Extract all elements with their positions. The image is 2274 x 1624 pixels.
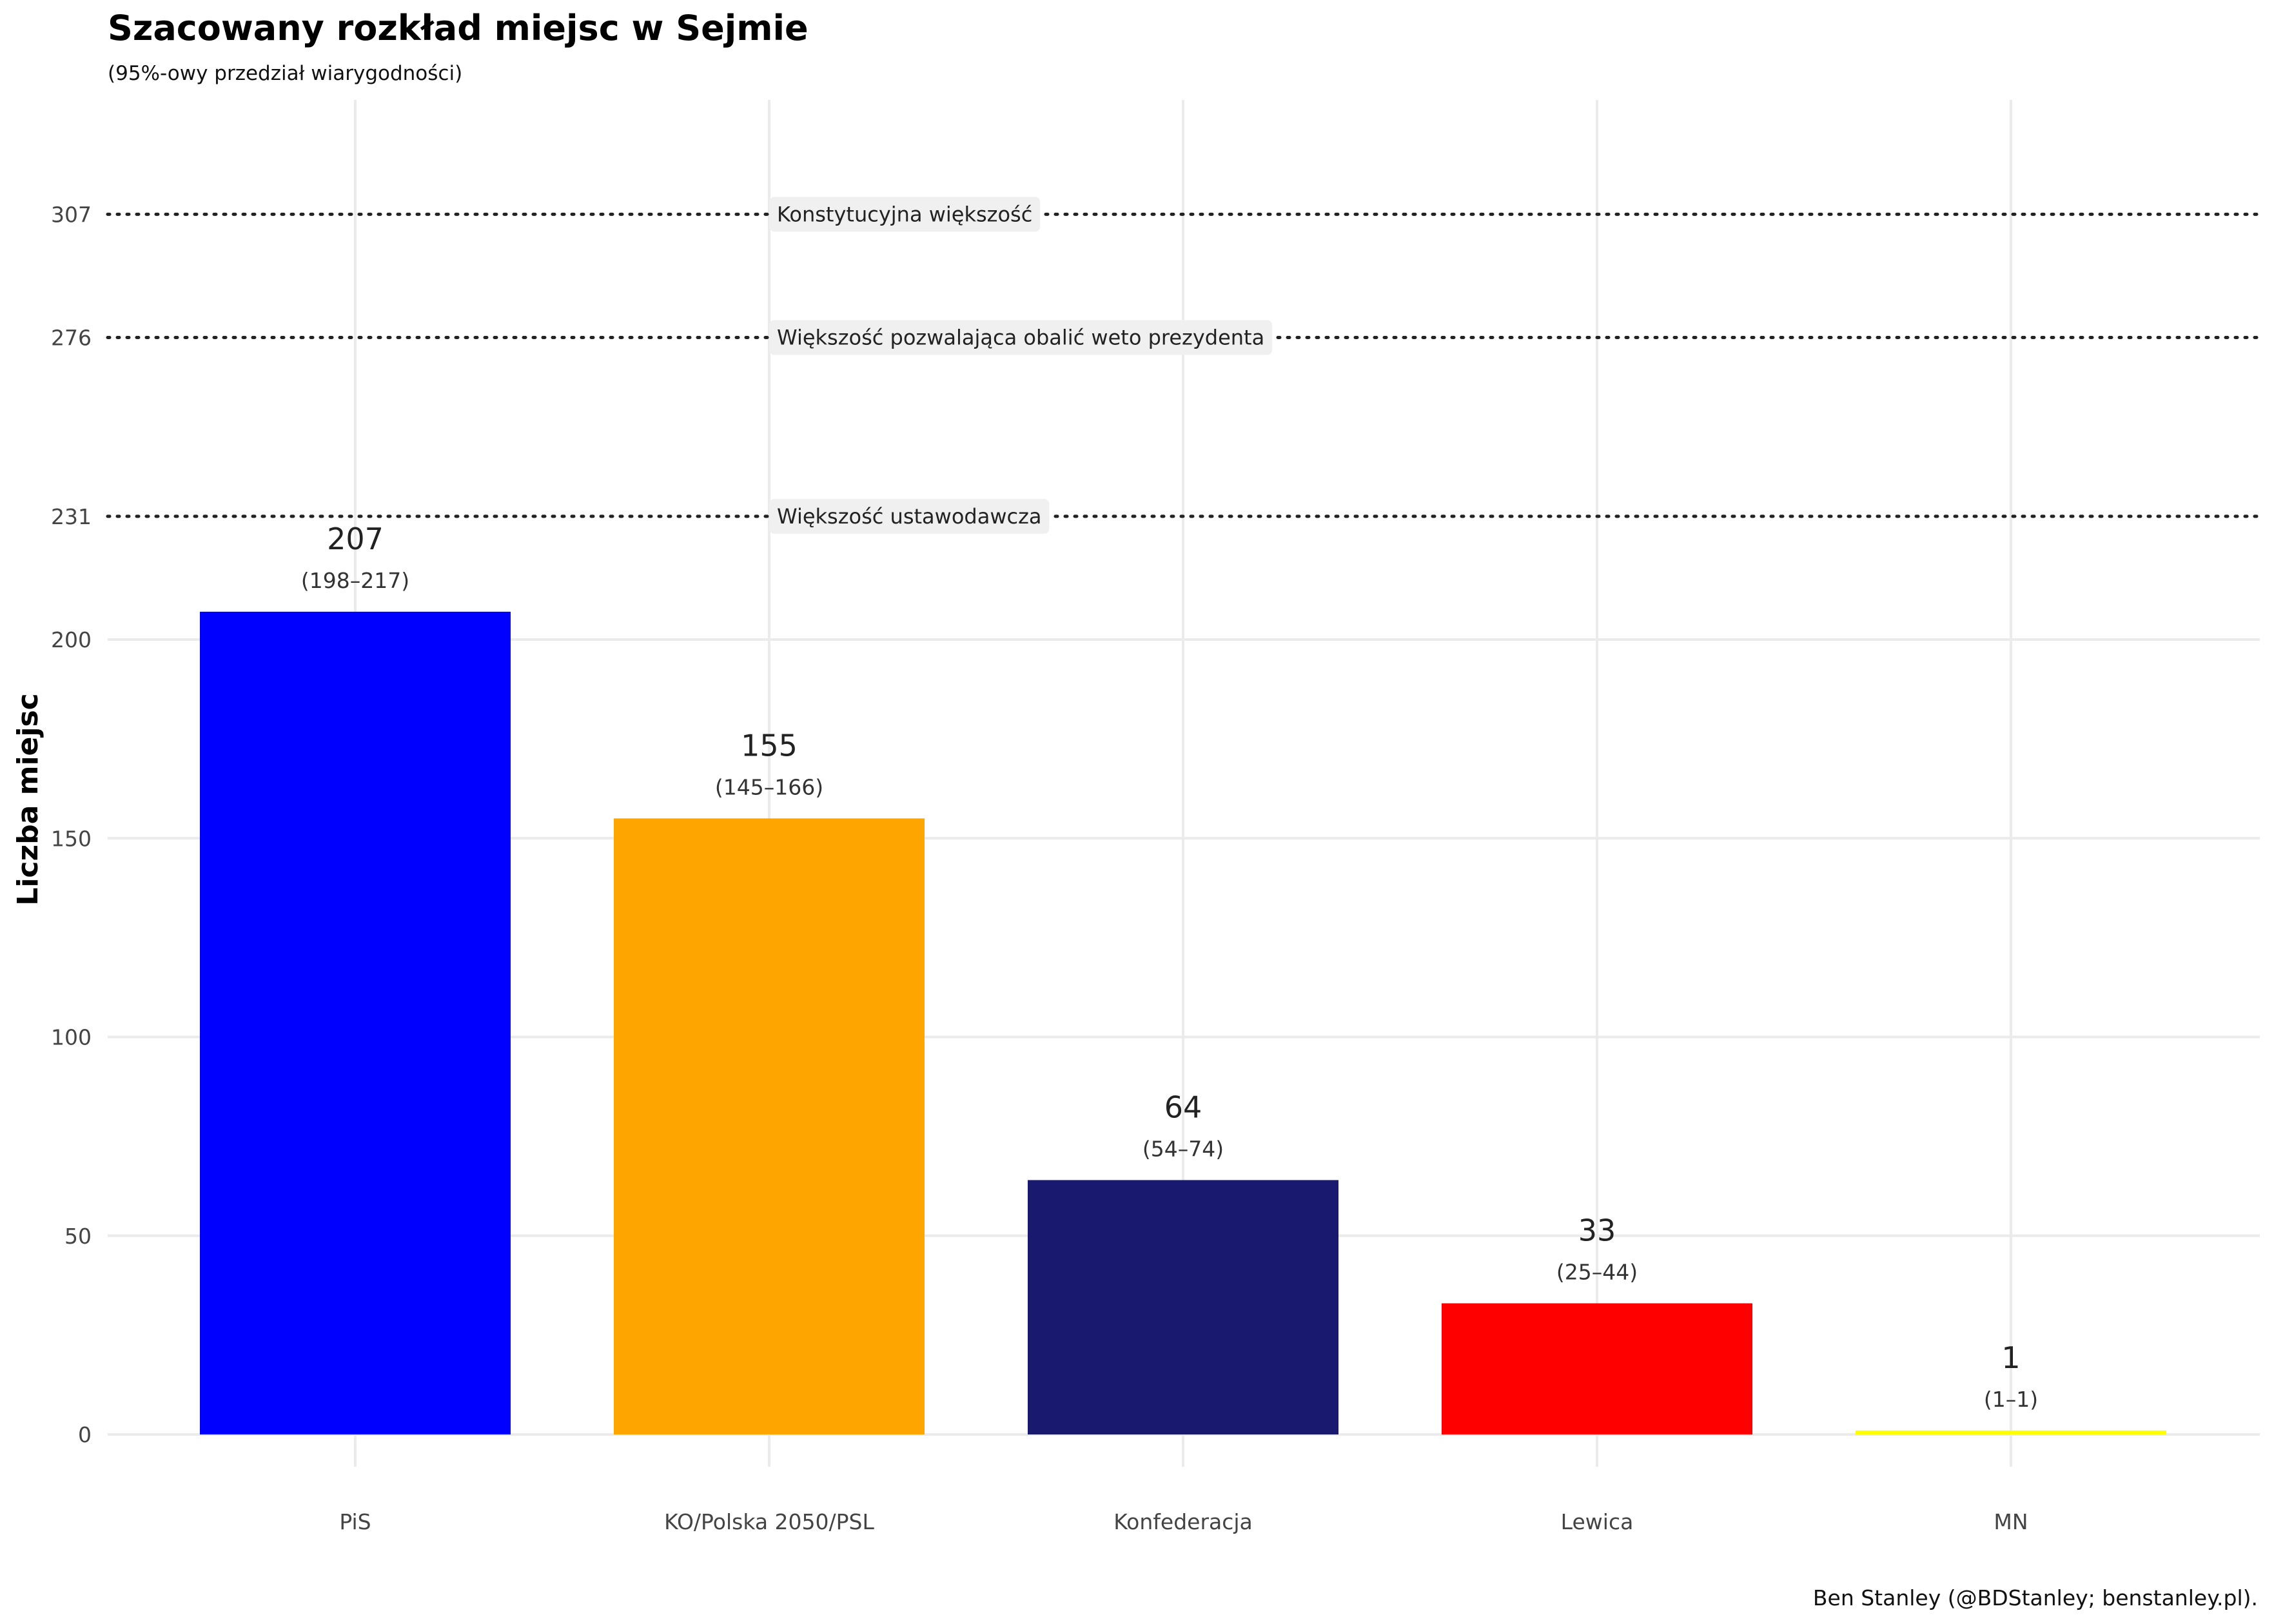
y-tick-label: 307	[51, 202, 92, 227]
y-tick-label: 276	[51, 325, 92, 350]
chart-subtitle: (95%-owy przedział wiarygodności)	[108, 62, 462, 85]
bar-0	[200, 611, 511, 1434]
x-tick-label: Konfederacja	[1113, 1509, 1253, 1534]
bar-labels: 207 (198–217) 155 (145–166) 64 (54–74) 33 (25–4…	[301, 522, 2038, 1412]
x-tick-label: Lewica	[1561, 1509, 1634, 1534]
y-tick-label: 231	[51, 504, 92, 529]
bar-interval-label: (1–1)	[1984, 1387, 2038, 1412]
chart-title: Szacowany rozkład miejsc w Sejmie	[108, 8, 809, 48]
reference-label: Konstytucyjna większość	[777, 202, 1032, 226]
x-tick-label: MN	[1994, 1509, 2028, 1534]
reference-lines: Konstytucyjna większość Większość pozwala…	[106, 197, 2262, 534]
bar-interval-label: (145–166)	[715, 774, 823, 799]
bar-interval-label: (54–74)	[1142, 1136, 1224, 1161]
bar-value-label: 155	[741, 728, 798, 763]
bar-value-label: 64	[1164, 1090, 1202, 1124]
bars	[200, 611, 2166, 1434]
bar-4	[1856, 1430, 2166, 1434]
y-tick-label: 50	[64, 1224, 92, 1249]
chart-caption: Ben Stanley (@BDStanley; benstanley.pl).	[1813, 1585, 2258, 1610]
bar-value-label: 207	[327, 522, 384, 556]
reference-label-background	[769, 498, 1050, 534]
reference-label: Większość ustawodawcza	[777, 504, 1041, 529]
y-tick-label: 200	[51, 627, 92, 652]
reference-label-background	[769, 320, 1273, 355]
reference-label: Większość pozwalająca obalić weto prezyd…	[777, 325, 1264, 349]
y-axis-label: Liczba miejsc	[12, 693, 44, 905]
y-tick-label: 0	[78, 1422, 92, 1447]
bar-value-label: 33	[1578, 1213, 1616, 1248]
y-tick-label: 150	[51, 826, 92, 851]
bar-interval-label: (198–217)	[301, 568, 409, 593]
bar-2	[1028, 1180, 1338, 1434]
axes: 0 50 100 150 200 231 276 307 PiS KO/Polska 2050/P…	[51, 202, 2028, 1534]
x-tick-label: KO/Polska 2050/PSL	[664, 1509, 874, 1534]
x-tick-label: PiS	[339, 1509, 371, 1534]
bar-3	[1442, 1303, 1752, 1434]
y-tick-label: 100	[51, 1025, 92, 1050]
bar-value-label: 1	[2001, 1340, 2020, 1375]
bar-1	[614, 818, 925, 1434]
bar-interval-label: (25–44)	[1556, 1260, 1638, 1285]
reference-label-background	[769, 197, 1041, 232]
